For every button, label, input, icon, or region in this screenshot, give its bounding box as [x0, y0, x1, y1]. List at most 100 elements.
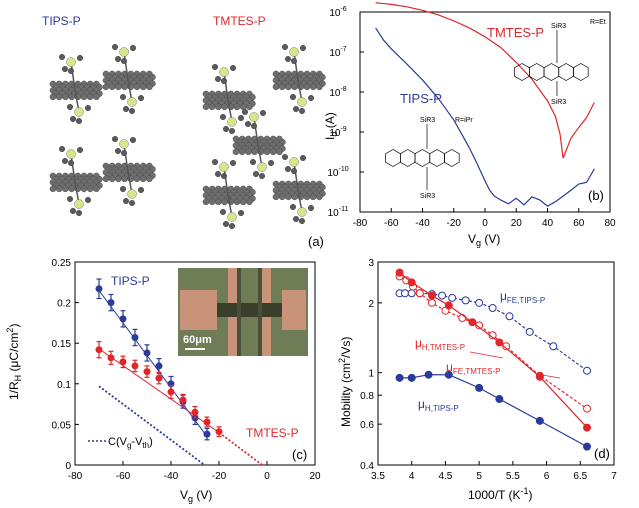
alkyl-atom [237, 114, 244, 121]
alkyl-atom [229, 64, 236, 71]
silicon-atom [219, 162, 229, 172]
alkyl-atom [114, 147, 121, 154]
x-axis-label: 1000/T (K-1) [468, 486, 533, 502]
data-point [95, 285, 103, 293]
carbon-atom [245, 148, 252, 156]
x-axis-label: Vg (V) [468, 232, 500, 248]
data-point [583, 404, 592, 413]
carbon-atom [285, 83, 292, 91]
x-axis-label: Vg (V) [180, 488, 212, 504]
y-tick-label: 0.1 [57, 380, 71, 391]
carbon-atom [86, 185, 94, 193]
silicon-atom [297, 207, 307, 217]
alkyl-atom [120, 58, 127, 65]
data-point [119, 315, 127, 323]
data-point [444, 370, 453, 379]
r-et-label: R=Et [590, 19, 606, 26]
fit-line [98, 348, 220, 433]
panel-b-label: (b) [588, 188, 604, 203]
alkyl-atom [137, 94, 144, 101]
alkyl-atom [299, 217, 306, 224]
tmtes-molecule-diagram: SiR3 SiR3 [514, 23, 589, 106]
x-tick-label: 20 [511, 218, 523, 229]
data-point [549, 342, 558, 351]
fit-line [98, 385, 206, 466]
data-point [179, 396, 187, 404]
alkyl-atom [291, 58, 298, 65]
data-point [488, 304, 497, 313]
series-tips-p-line [375, 27, 595, 207]
x-tick-label: -80 [353, 218, 368, 229]
y-tick-label: 10-11 [328, 206, 349, 219]
scale-bar-label: 60μm [183, 334, 212, 346]
alkyl-atom [62, 65, 69, 72]
alkyl-atom [268, 159, 275, 166]
carbon-atom [272, 193, 280, 201]
carbon-atom [108, 175, 116, 183]
plot-frame [74, 261, 316, 466]
y-tick-label: 3 [368, 258, 374, 269]
alkyl-atom [249, 158, 256, 165]
x-tick-label: -20 [447, 218, 462, 229]
data-point [525, 327, 534, 336]
alkyl-atom [308, 204, 315, 211]
y-tick-label: 0.6 [360, 420, 374, 431]
carbon-atom [80, 185, 88, 193]
silicon-atom [66, 57, 76, 67]
data-point [143, 349, 151, 357]
sir3-label: SiR3 [551, 23, 566, 30]
data-point [155, 362, 163, 370]
carbon-atom [55, 185, 63, 193]
data-point [215, 428, 223, 436]
alkyl-atom [119, 185, 126, 192]
alkyl-atom [59, 145, 66, 152]
y-axis-label: 1/RH (μC/cm2) [5, 324, 23, 400]
carbon-atom [309, 83, 317, 91]
y-tick-label: 0 [65, 461, 71, 472]
silicon-atom [127, 189, 137, 199]
data-point [502, 342, 511, 351]
y-tick-label: 10-6 [329, 6, 346, 19]
data-point [427, 298, 436, 307]
data-point [583, 423, 592, 432]
y-tick-label: 10-8 [329, 86, 346, 99]
data-point [461, 296, 470, 305]
axis-ticks: -80 -60 -40 -20 0 20 40 60 80 10-11 10-10 10-9 10-8 1… [327, 6, 616, 229]
alkyl-atom [222, 125, 229, 132]
sir3-label: SiR3 [420, 117, 435, 124]
carbon-atom [276, 148, 283, 156]
x-tick-label: 7 [611, 471, 617, 482]
x-tick-label: -20 [212, 471, 227, 482]
alkyl-atom [260, 109, 267, 116]
silicon-atom [289, 47, 299, 57]
carbon-atom [221, 198, 228, 206]
data-point [107, 299, 115, 307]
x-tick-label: -60 [116, 471, 131, 482]
carbon-atom [102, 175, 110, 183]
alkyl-atom [229, 159, 236, 166]
y-axis-label: Id (A) [323, 112, 339, 140]
alkyl-atom [250, 122, 257, 129]
carbon-atom [208, 103, 216, 111]
tmtes-p-label: TMTES-P [213, 14, 266, 28]
carbon-atom [121, 83, 128, 91]
data-point [495, 338, 504, 347]
alkyl-atom [220, 77, 227, 84]
carbon-atom [68, 93, 75, 101]
alkyl-atom [128, 107, 135, 114]
x-tick-label: 6 [544, 471, 550, 482]
axis-ticks: -80 -60 -40 -20 0 20 0 0.05 0.1 0.15 0.2 0.25 [52, 258, 321, 482]
alkyl-atom [290, 93, 297, 100]
silicon-atom [119, 139, 129, 149]
data-point [407, 278, 416, 287]
tips-molecule-diagram: SiR3 SiR3 [385, 117, 460, 200]
data-point [119, 358, 127, 366]
alkyl-atom [220, 172, 227, 179]
data-point [155, 374, 163, 382]
plot-frame [377, 261, 615, 466]
alkyl-atom [291, 167, 298, 174]
alkyl-atom [282, 44, 289, 51]
carbon-atom [146, 83, 153, 91]
silicon-atom [297, 97, 307, 107]
tips-p-label: TIPS-P [42, 14, 81, 28]
